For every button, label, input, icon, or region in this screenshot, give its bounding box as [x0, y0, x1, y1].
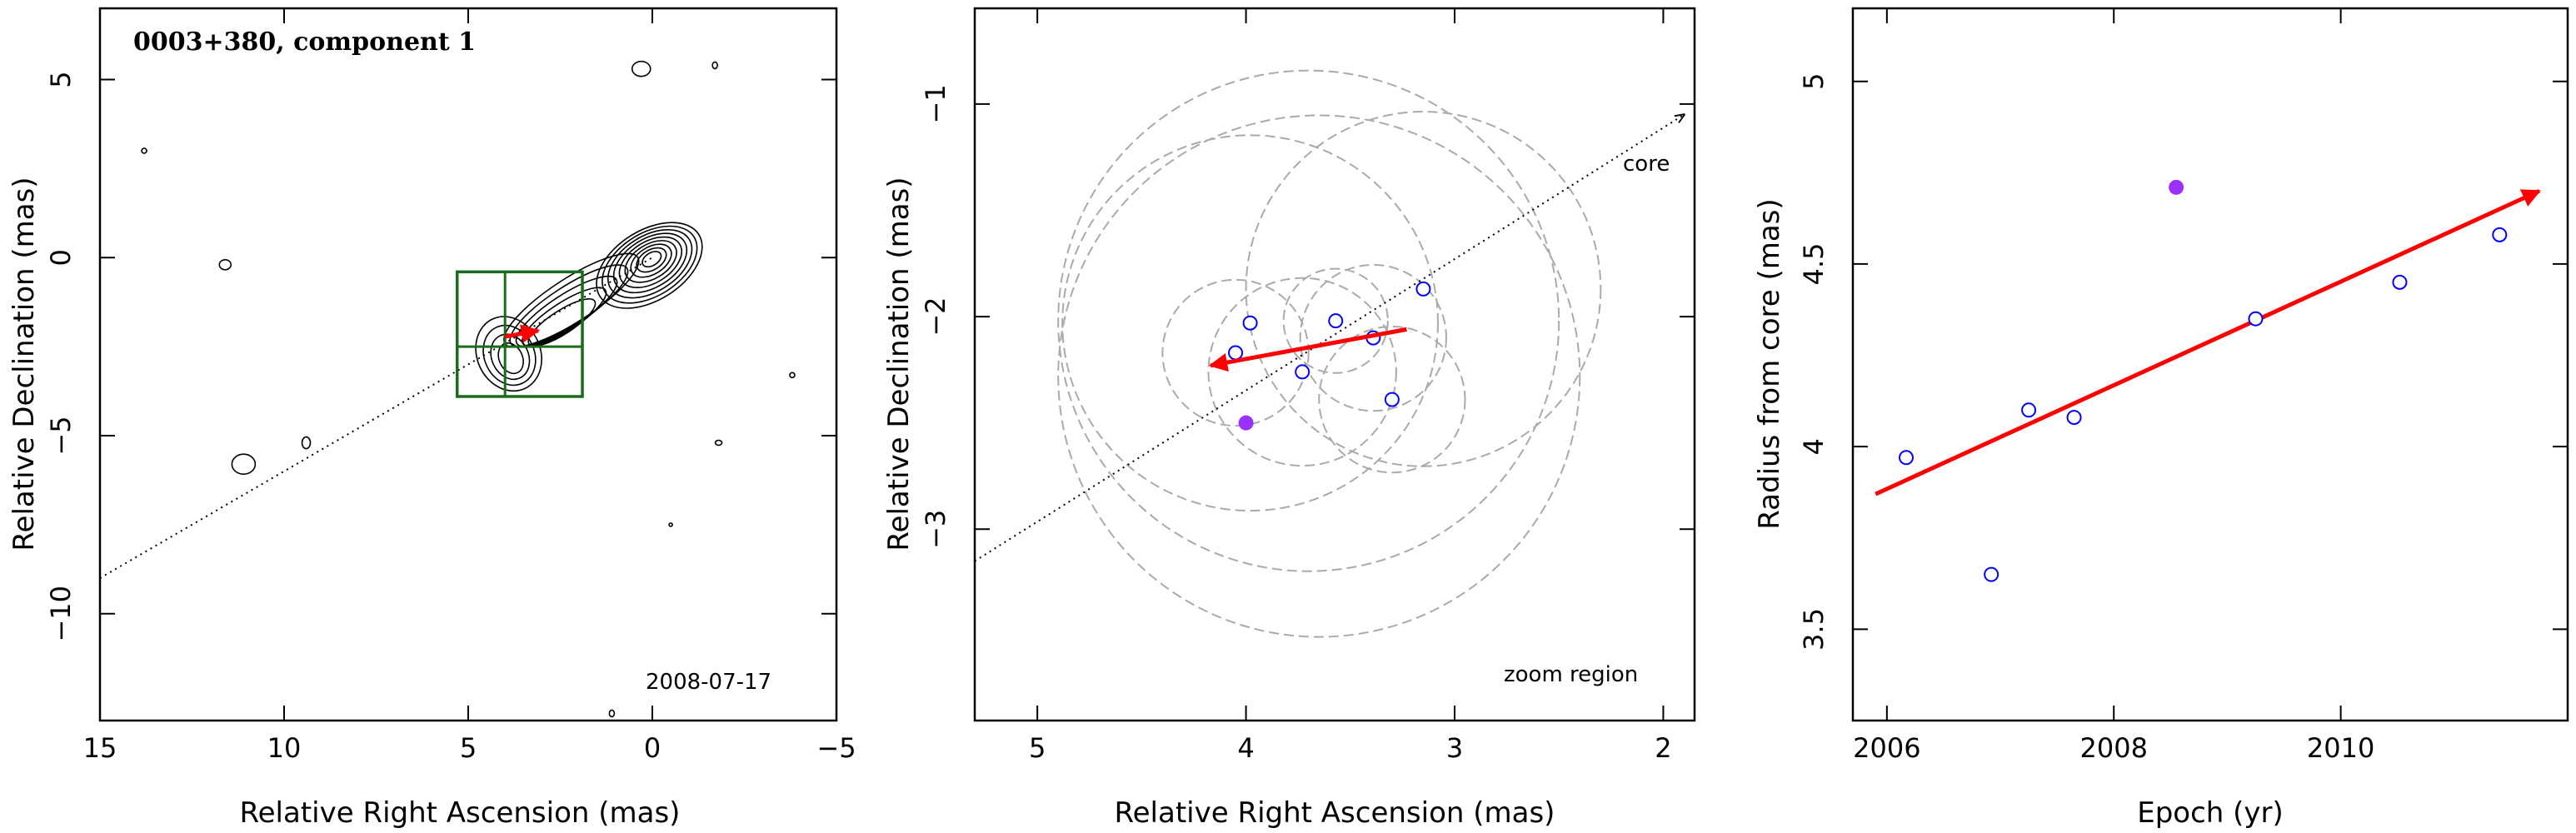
core-contour [636, 247, 667, 273]
y-tick-label: −5 [45, 416, 77, 455]
core-contour [642, 251, 662, 268]
x-tick-label: 10 [267, 732, 302, 764]
motion-vector [504, 324, 541, 343]
panel-radius-vs-epoch: 2006 2008 2010 3.5 4 4.5 5 Epoch (yr) Radius f… [1753, 7, 2569, 830]
x-tick-label: 5 [1029, 732, 1046, 764]
data-point-open [1415, 281, 1431, 297]
data-point-open [1984, 566, 1999, 582]
noise-contour [789, 372, 796, 379]
x-tick-label: −5 [816, 732, 856, 764]
panel-contour-map: 15 10 5 0 −5 5 0 −5 −10 0003+380, component 1 20… [7, 7, 856, 830]
y-tick-label: 5 [1798, 73, 1830, 90]
core-contour [602, 225, 698, 304]
jet-axis-line [975, 115, 1684, 562]
y-tick-label: 3.5 [1798, 608, 1830, 651]
core-label: core [1623, 152, 1670, 177]
epoch-annotation: 2008-07-17 [646, 670, 771, 695]
noise-contour [141, 147, 147, 154]
uncertainty-circle [1318, 325, 1466, 474]
x-tick-label: 0 [644, 732, 661, 764]
data-point-open [1295, 364, 1310, 380]
y-axis-label: Radius from core (mas) [1753, 198, 1786, 529]
panel-zoom-region: 5 4 3 2 −1 −2 −3 core zoom region Relative Rig… [882, 7, 1696, 830]
y-tick-label: 0 [45, 249, 77, 266]
plot-frame [1851, 7, 2569, 722]
x-tick-label: 2 [1655, 732, 1671, 764]
data-point-open [1899, 450, 1915, 466]
uncertainty-circle [1057, 114, 1581, 638]
data-point-open [2392, 274, 2408, 290]
data-point-filled [1238, 415, 1254, 431]
noise-contour [608, 709, 616, 718]
uncertainty-circle [1245, 111, 1602, 467]
data-point-open [1242, 315, 1258, 331]
core-contour [630, 243, 672, 278]
y-tick-label: −2 [920, 297, 951, 336]
motion-vector [1208, 327, 1407, 372]
core-contour [612, 232, 688, 294]
data-point-filled [2169, 179, 2184, 195]
data-point-open [1228, 345, 1244, 361]
x-tick-label: 2008 [2080, 732, 2148, 764]
noise-contour [218, 258, 232, 271]
zoom-box [455, 270, 584, 398]
y-tick-label: −1 [920, 84, 951, 123]
component-contour [490, 333, 531, 381]
x-tick-label: 4 [1237, 732, 1254, 764]
data-point-open [1328, 313, 1344, 329]
y-tick-label: 4 [1798, 438, 1830, 455]
y-tick-label: 5 [45, 71, 77, 87]
jet-contour [527, 298, 597, 347]
y-tick-label: −10 [45, 586, 77, 642]
uncertainty-circle [1207, 277, 1397, 467]
x-tick-label: 5 [460, 732, 477, 764]
x-axis-label: Epoch (yr) [2137, 796, 2284, 830]
uncertainty-circle [1061, 134, 1439, 512]
x-tick-label: 2010 [2307, 732, 2374, 764]
uncertainty-circle [1161, 278, 1310, 427]
data-point-open [2066, 410, 2082, 426]
plot-frame [973, 7, 1696, 722]
fit-vector [1875, 188, 2541, 496]
core-contour [596, 222, 703, 309]
x-tick-label: 2006 [1853, 732, 1920, 764]
x-tick-label: 15 [83, 732, 117, 764]
data-point-open [2492, 227, 2508, 242]
noise-contour [301, 436, 312, 450]
y-tick-label: −3 [920, 510, 951, 549]
jet-axis-line [100, 257, 653, 579]
data-point-open [1384, 392, 1400, 407]
noise-contour [714, 439, 723, 446]
x-tick-label: 3 [1446, 732, 1463, 764]
panel-title: 0003+380, component 1 [133, 27, 476, 57]
component-contour [482, 324, 537, 387]
uncertainty-circle [1282, 267, 1389, 374]
y-axis-label: Relative Declination (mas) [882, 177, 916, 551]
core-contour [618, 236, 682, 288]
y-axis-label: Relative Declination (mas) [7, 177, 41, 551]
core-contour [607, 229, 693, 299]
noise-contour [231, 453, 257, 476]
y-tick-label: 4.5 [1798, 242, 1830, 285]
data-point-open [2021, 402, 2037, 418]
jet-contour [509, 264, 629, 348]
data-point-open [2248, 311, 2264, 327]
uncertainty-circle [1057, 69, 1560, 572]
uncertainty-circle [1299, 263, 1447, 412]
noise-contour [631, 60, 651, 77]
noise-contour [668, 522, 673, 527]
noise-contour [711, 61, 718, 70]
zoom-region-label: zoom region [1504, 662, 1638, 687]
component-contour [475, 316, 542, 392]
x-axis-label: Relative Right Ascension (mas) [240, 796, 681, 830]
x-axis-label: Relative Right Ascension (mas) [1115, 796, 1555, 830]
jet-contour [515, 275, 618, 347]
